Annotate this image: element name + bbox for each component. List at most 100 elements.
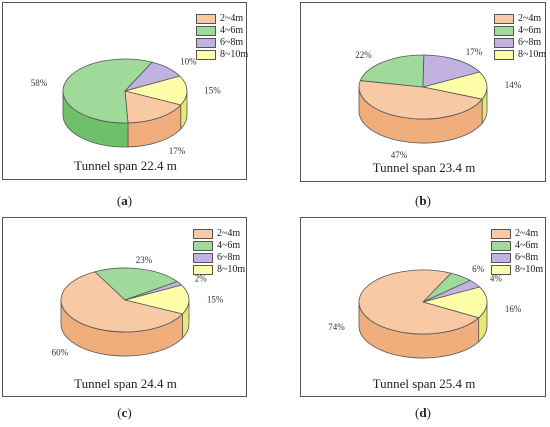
legend-swatch: [193, 252, 213, 263]
data-label: 47%: [391, 150, 408, 160]
legend-swatch: [491, 240, 511, 251]
legend-item: 8~10m: [196, 49, 248, 61]
legend-label: 8~10m: [217, 264, 246, 275]
pie-chart-c: 15% 60% 23% 2%: [52, 255, 224, 358]
legend-label: 2~4m: [518, 13, 542, 24]
legend-label: 8~10m: [515, 264, 544, 275]
legend-swatch: [491, 264, 511, 275]
data-label: 2%: [195, 274, 208, 284]
data-label: 14%: [505, 80, 522, 90]
legend-swatch: [196, 13, 216, 24]
legend-item: 2~4m: [193, 228, 245, 240]
pie-slice-4~6m: [94, 267, 179, 301]
legend-item: 2~4m: [196, 13, 248, 25]
legend-item: 6~8m: [491, 252, 543, 264]
legend-label: 4~6m: [518, 25, 542, 36]
pie-3d-b: 14% 47% 22% 17%: [355, 47, 522, 160]
panel-letter: a: [121, 193, 128, 208]
pie-slice-6~8m: [422, 279, 481, 303]
chart-title: Tunnel span 25.4 m: [372, 376, 476, 391]
pie-slice-4~6m: [62, 58, 153, 124]
legend-item: 8~10m: [193, 264, 245, 276]
legend-swatch: [491, 252, 511, 263]
data-label: 15%: [207, 294, 224, 304]
pie-slice-8~10m: [421, 286, 488, 319]
legend-item: 8~10m: [494, 49, 546, 61]
pie-slice-6~8m: [123, 61, 181, 92]
legend-swatch: [494, 13, 514, 24]
legend-swatch: [494, 49, 514, 60]
legend-swatch: [196, 37, 216, 48]
legend-b: 2~4m 4~6m 6~8m 8~10m: [494, 13, 546, 61]
data-label: 10%: [180, 57, 197, 67]
legend-label: 6~8m: [217, 252, 241, 263]
chart-panel-c: 15% 60% 23% 2% 2~4m 4~6m 6~8m 8~10m Tunnel …: [2, 217, 247, 397]
legend-label: 4~6m: [217, 240, 241, 251]
data-label: 22%: [355, 50, 372, 60]
panel-letter: d: [419, 405, 427, 420]
panel-caption-a: (a): [116, 193, 133, 208]
pie-slice-2~4m: [60, 271, 184, 333]
legend-label: 6~8m: [518, 37, 542, 48]
legend-label: 6~8m: [515, 252, 539, 263]
legend-swatch: [491, 228, 511, 239]
chart-title: Tunnel span 24.4 m: [74, 376, 177, 391]
pie-chart-d: 16% 74% 6% 4%: [328, 264, 522, 359]
panel-caption-c: (c): [117, 405, 132, 420]
pie-slice-2~4m: [124, 90, 182, 124]
pie-slice-4~6m: [359, 54, 425, 88]
panel-letter: b: [419, 193, 427, 208]
legend-item: 6~8m: [494, 37, 546, 49]
legend-swatch: [196, 49, 216, 60]
pie-slice-6~8m: [422, 54, 481, 88]
legend-item: 4~6m: [196, 25, 248, 37]
legend-label: 8~10m: [220, 49, 249, 60]
legend-label: 4~6m: [515, 240, 539, 251]
data-label: 17%: [466, 47, 483, 57]
pie-3d-a: 15% 17% 58% 10%: [31, 57, 222, 157]
pie-slice-2~4m: [358, 80, 483, 120]
data-label: 4%: [490, 273, 503, 283]
pie-slice-8~10m: [124, 284, 190, 315]
panel-letter: c: [121, 405, 128, 420]
legend-label: 2~4m: [220, 13, 244, 24]
legend-label: 2~4m: [515, 228, 539, 239]
legend-item: 8~10m: [491, 264, 543, 276]
legend-a: 2~4m 4~6m 6~8m 8~10m: [196, 13, 248, 61]
data-label: 58%: [31, 78, 48, 88]
legend-item: 4~6m: [193, 240, 245, 252]
legend-c: 2~4m 4~6m 6~8m 8~10m: [193, 228, 245, 276]
chart-panel-d: 16% 74% 6% 4% 2~4m 4~6m 6~8m 8~10m Tunnel s…: [300, 217, 546, 397]
legend-label: 4~6m: [220, 25, 244, 36]
legend-label: 2~4m: [217, 228, 241, 239]
panel-caption-b: (b): [415, 193, 431, 208]
pie-slice-6~8m: [124, 281, 183, 301]
legend-item: 6~8m: [193, 252, 245, 264]
data-label: 17%: [169, 146, 186, 156]
legend-swatch: [196, 25, 216, 36]
legend-item: 6~8m: [196, 37, 248, 49]
legend-item: 4~6m: [494, 25, 546, 37]
chart-panel-a: 15% 17% 58% 10% 2~4m 4~6m 6~8m 8~10m Tunnel…: [2, 2, 248, 180]
data-label: 6%: [472, 264, 485, 274]
pie-slice-8~10m: [422, 71, 488, 100]
pie-chart-b: 14% 47% 22% 17%: [355, 47, 522, 160]
panel-caption-d: (d): [415, 405, 431, 420]
pie-3d-d: 16% 74% 6% 4%: [328, 264, 522, 359]
legend-swatch: [494, 25, 514, 36]
pie-3d-c: 15% 60% 23% 2%: [52, 255, 224, 358]
pie-slice-2~4m: [358, 269, 480, 335]
chart-panel-b: 14% 47% 22% 17% 2~4m 4~6m 6~8m 8~10m Tunnel…: [300, 2, 546, 182]
data-label: 15%: [204, 85, 221, 95]
data-label: 23%: [136, 255, 153, 265]
data-label: 16%: [505, 304, 522, 314]
chart-title: Tunnel span 22.4 m: [74, 158, 177, 173]
legend-item: 2~4m: [491, 228, 543, 240]
legend-item: 2~4m: [494, 13, 546, 25]
pie-chart-a: 15% 17% 58% 10%: [31, 57, 222, 157]
legend-swatch: [193, 264, 213, 275]
legend-item: 4~6m: [491, 240, 543, 252]
legend-d: 2~4m 4~6m 6~8m 8~10m: [491, 228, 543, 276]
legend-swatch: [193, 228, 213, 239]
legend-label: 6~8m: [220, 37, 244, 48]
